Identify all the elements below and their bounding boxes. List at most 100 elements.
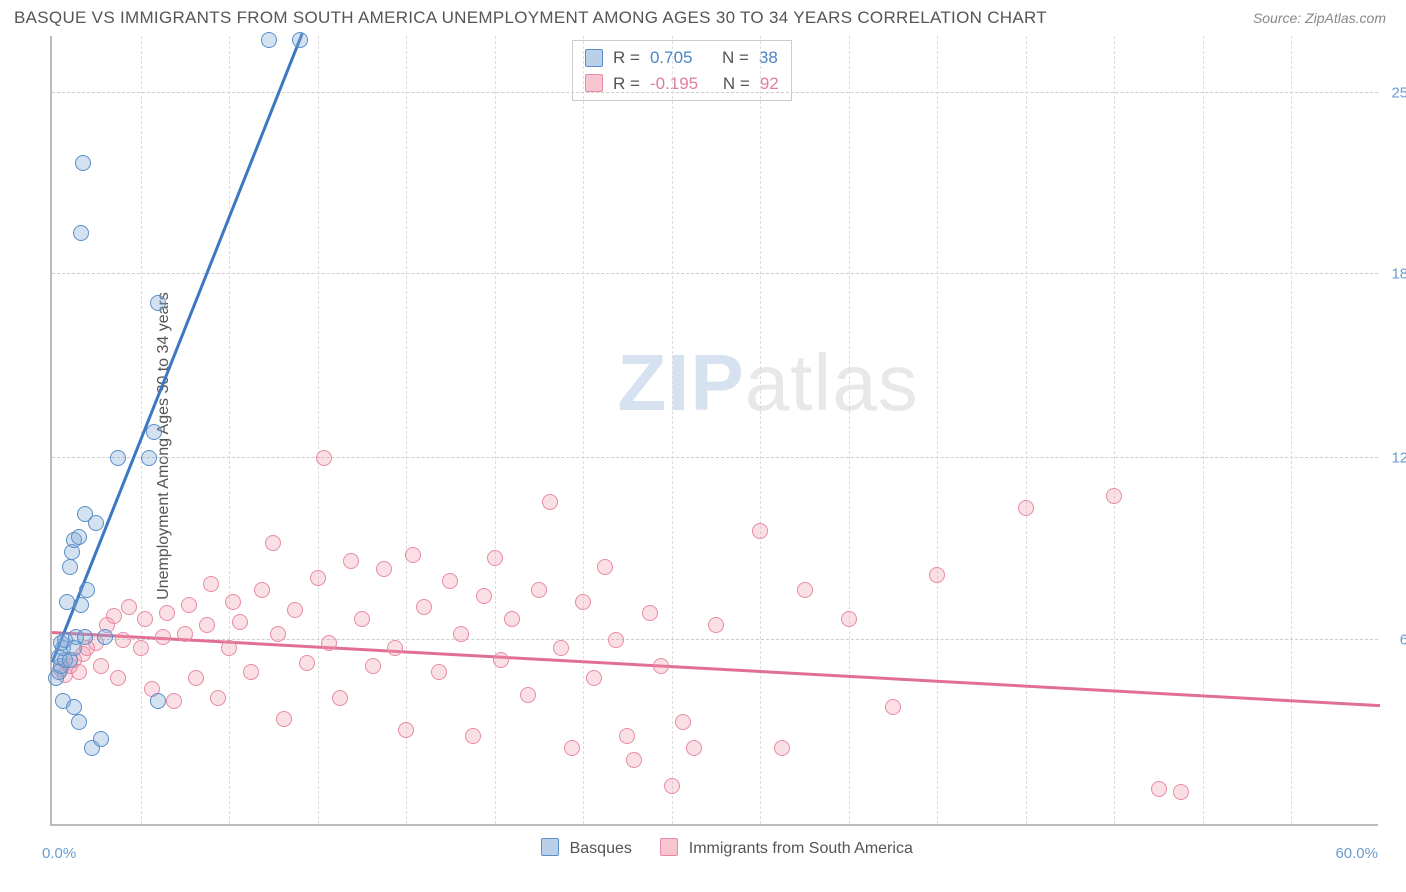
data-point	[387, 640, 403, 656]
data-point	[504, 611, 520, 627]
data-point	[686, 740, 702, 756]
data-point	[243, 664, 259, 680]
data-point	[642, 605, 658, 621]
data-point	[137, 611, 153, 627]
data-point	[586, 670, 602, 686]
data-point	[150, 693, 166, 709]
gridline-h	[52, 273, 1378, 274]
data-point	[1018, 500, 1034, 516]
data-point	[597, 559, 613, 575]
data-point	[675, 714, 691, 730]
data-point	[225, 594, 241, 610]
source-label: Source: ZipAtlas.com	[1253, 10, 1386, 26]
x-tick-min: 0.0%	[42, 845, 76, 862]
data-point	[71, 529, 87, 545]
gridline-v	[495, 36, 496, 824]
x-tick-max: 60.0%	[1335, 845, 1378, 862]
data-point	[431, 664, 447, 680]
stats-row-blue: R = 0.705 N = 38	[585, 45, 779, 71]
data-point	[88, 515, 104, 531]
data-point	[841, 611, 857, 627]
data-point	[188, 670, 204, 686]
data-point	[1173, 784, 1189, 800]
legend-label-blue: Basques	[570, 840, 632, 857]
data-point	[929, 567, 945, 583]
data-point	[752, 523, 768, 539]
data-point	[575, 594, 591, 610]
data-point	[321, 635, 337, 651]
data-point	[797, 582, 813, 598]
data-point	[354, 611, 370, 627]
gridline-h	[52, 92, 1378, 93]
data-point	[265, 535, 281, 551]
data-point	[177, 626, 193, 642]
data-point	[75, 155, 91, 171]
y-tick-label: 6.3%	[1400, 631, 1406, 648]
data-point	[146, 424, 162, 440]
data-point	[254, 582, 270, 598]
data-point	[115, 632, 131, 648]
y-tick-label: 25.0%	[1391, 84, 1406, 101]
gridline-v	[583, 36, 584, 824]
data-point	[66, 699, 82, 715]
data-point	[520, 687, 536, 703]
data-point	[133, 640, 149, 656]
legend: Basques Immigrants from South America	[52, 838, 1378, 858]
data-point	[493, 652, 509, 668]
data-point	[542, 494, 558, 510]
data-point	[316, 450, 332, 466]
gridline-v	[229, 36, 230, 824]
data-point	[442, 573, 458, 589]
plot-region: ZIPatlas R = 0.705 N = 38 R = -0.195 N =…	[50, 36, 1378, 826]
data-point	[1106, 488, 1122, 504]
data-point	[708, 617, 724, 633]
gridline-h	[52, 457, 1378, 458]
data-point	[287, 602, 303, 618]
gridline-v	[318, 36, 319, 824]
data-point	[110, 670, 126, 686]
trend-line	[51, 32, 303, 662]
data-point	[232, 614, 248, 630]
data-point	[106, 608, 122, 624]
watermark: ZIPatlas	[617, 337, 918, 429]
gridline-v	[141, 36, 142, 824]
data-point	[343, 553, 359, 569]
data-point	[774, 740, 790, 756]
data-point	[619, 728, 635, 744]
gridline-v	[760, 36, 761, 824]
data-point	[608, 632, 624, 648]
data-point	[332, 690, 348, 706]
data-point	[487, 550, 503, 566]
data-point	[270, 626, 286, 642]
data-point	[159, 605, 175, 621]
y-tick-label: 18.8%	[1391, 265, 1406, 282]
data-point	[299, 655, 315, 671]
data-point	[531, 582, 547, 598]
data-point	[365, 658, 381, 674]
data-point	[66, 640, 82, 656]
chart-title: BASQUE VS IMMIGRANTS FROM SOUTH AMERICA …	[14, 8, 1047, 28]
gridline-v	[937, 36, 938, 824]
data-point	[210, 690, 226, 706]
data-point	[150, 295, 166, 311]
gridline-v	[1291, 36, 1292, 824]
data-point	[155, 629, 171, 645]
gridline-v	[1203, 36, 1204, 824]
data-point	[121, 599, 137, 615]
data-point	[97, 629, 113, 645]
legend-label-pink: Immigrants from South America	[689, 840, 913, 857]
data-point	[261, 32, 277, 48]
data-point	[276, 711, 292, 727]
data-point	[376, 561, 392, 577]
data-point	[110, 450, 126, 466]
data-point	[73, 225, 89, 241]
legend-swatch-blue-icon	[541, 838, 559, 856]
data-point	[62, 559, 78, 575]
data-point	[292, 32, 308, 48]
data-point	[453, 626, 469, 642]
data-point	[564, 740, 580, 756]
data-point	[73, 597, 89, 613]
swatch-blue-icon	[585, 49, 603, 67]
data-point	[199, 617, 215, 633]
data-point	[310, 570, 326, 586]
